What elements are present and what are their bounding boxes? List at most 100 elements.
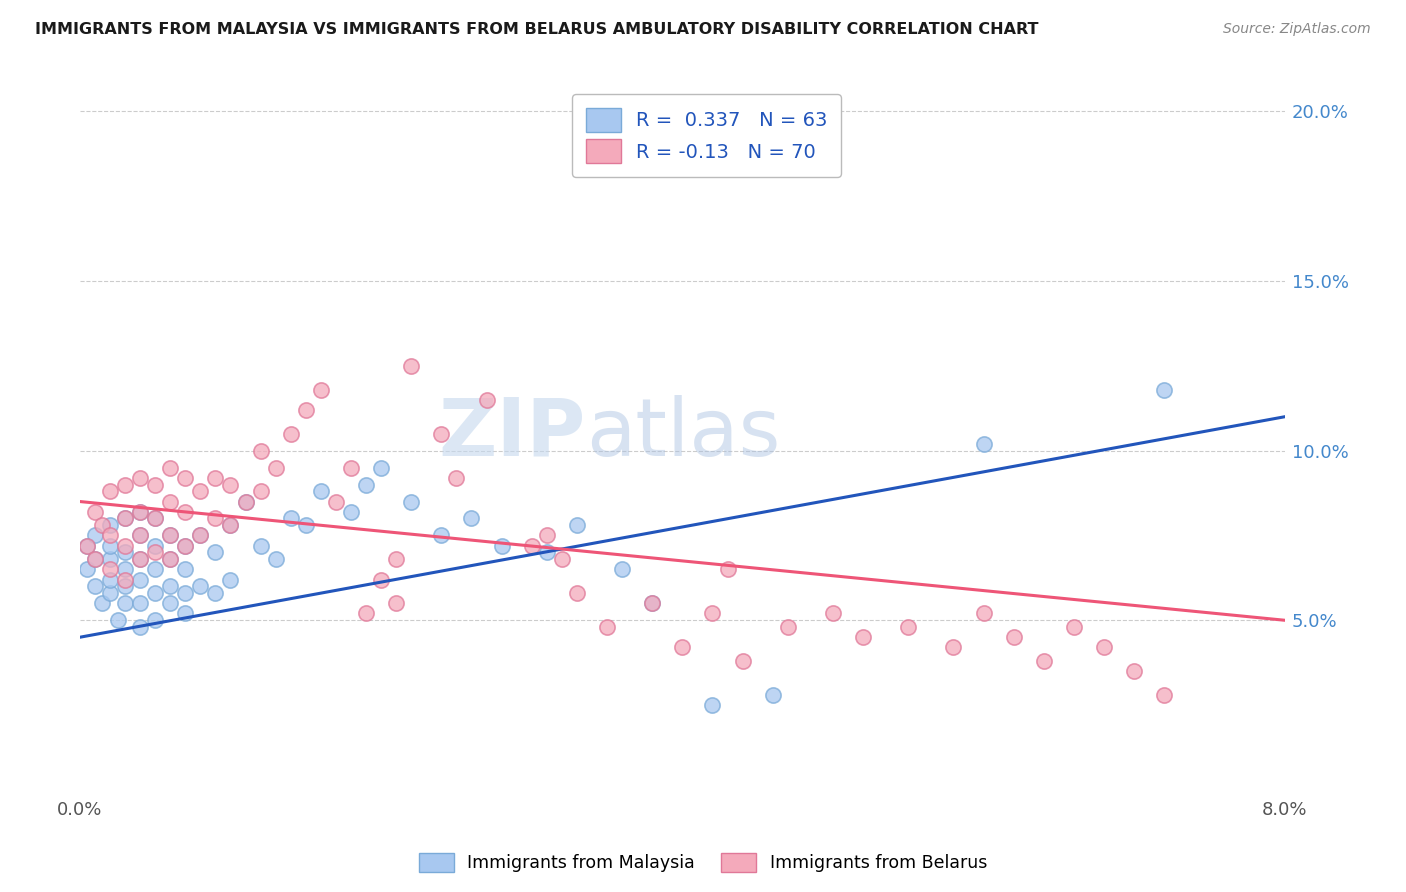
Point [340, 460, 363, 475]
Point [159, 552, 181, 566]
Point [98, 484, 121, 499]
Point [190, 528, 212, 542]
Point [143, 562, 166, 576]
Point [852, 630, 875, 644]
Point [129, 505, 152, 519]
Point [114, 562, 136, 576]
Point [309, 484, 332, 499]
Point [129, 505, 152, 519]
Point [973, 607, 995, 621]
Point [174, 471, 197, 485]
Point [235, 494, 257, 508]
Point [84, 552, 107, 566]
Point [280, 511, 302, 525]
Point [731, 654, 754, 668]
Point [520, 539, 543, 553]
Point [249, 539, 271, 553]
Point [776, 620, 799, 634]
Point [430, 528, 453, 542]
Point [174, 586, 197, 600]
Point [973, 437, 995, 451]
Point [129, 620, 152, 634]
Point [446, 471, 468, 485]
Point [114, 545, 136, 559]
Point [942, 640, 965, 655]
Point [1123, 664, 1146, 678]
Point [143, 539, 166, 553]
Point [702, 698, 724, 712]
Point [91, 518, 114, 533]
Point [174, 505, 197, 519]
Point [159, 528, 181, 542]
Point [204, 471, 226, 485]
Point [114, 596, 136, 610]
Point [340, 505, 363, 519]
Text: ZIP: ZIP [439, 394, 586, 473]
Point [219, 518, 242, 533]
Legend: Immigrants from Malaysia, Immigrants from Belarus: Immigrants from Malaysia, Immigrants fro… [412, 846, 994, 879]
Point [129, 552, 152, 566]
Point [536, 528, 558, 542]
Point [610, 562, 633, 576]
Point [641, 596, 664, 610]
Point [354, 607, 377, 621]
Point [84, 552, 107, 566]
Point [354, 477, 377, 491]
Point [897, 620, 920, 634]
Point [702, 607, 724, 621]
Point [190, 528, 212, 542]
Point [114, 511, 136, 525]
Point [114, 539, 136, 553]
Point [385, 596, 408, 610]
Point [159, 596, 181, 610]
Point [76, 562, 98, 576]
Point [264, 552, 287, 566]
Point [219, 518, 242, 533]
Point [821, 607, 844, 621]
Point [565, 518, 588, 533]
Point [98, 586, 121, 600]
Point [1153, 383, 1175, 397]
Point [219, 477, 242, 491]
Point [309, 383, 332, 397]
Point [219, 573, 242, 587]
Legend: R =  0.337   N = 63, R = -0.13   N = 70: R = 0.337 N = 63, R = -0.13 N = 70 [572, 95, 841, 177]
Point [1063, 620, 1085, 634]
Point [190, 579, 212, 593]
Point [159, 528, 181, 542]
Point [143, 511, 166, 525]
Point [129, 596, 152, 610]
Point [159, 552, 181, 566]
Point [76, 539, 98, 553]
Point [491, 539, 513, 553]
Point [129, 528, 152, 542]
Point [399, 494, 422, 508]
Point [84, 505, 107, 519]
Point [641, 596, 664, 610]
Point [762, 688, 785, 702]
Point [1153, 688, 1175, 702]
Point [174, 607, 197, 621]
Point [385, 552, 408, 566]
Point [114, 511, 136, 525]
Point [114, 573, 136, 587]
Point [399, 359, 422, 373]
Point [716, 562, 738, 576]
Point [129, 552, 152, 566]
Point [235, 494, 257, 508]
Point [84, 528, 107, 542]
Point [114, 579, 136, 593]
Point [76, 539, 98, 553]
Point [1032, 654, 1054, 668]
Point [129, 471, 152, 485]
Point [430, 426, 453, 441]
Point [98, 518, 121, 533]
Point [129, 528, 152, 542]
Point [174, 539, 197, 553]
Point [84, 579, 107, 593]
Point [370, 573, 392, 587]
Point [98, 573, 121, 587]
Point [98, 552, 121, 566]
Point [159, 494, 181, 508]
Point [475, 392, 498, 407]
